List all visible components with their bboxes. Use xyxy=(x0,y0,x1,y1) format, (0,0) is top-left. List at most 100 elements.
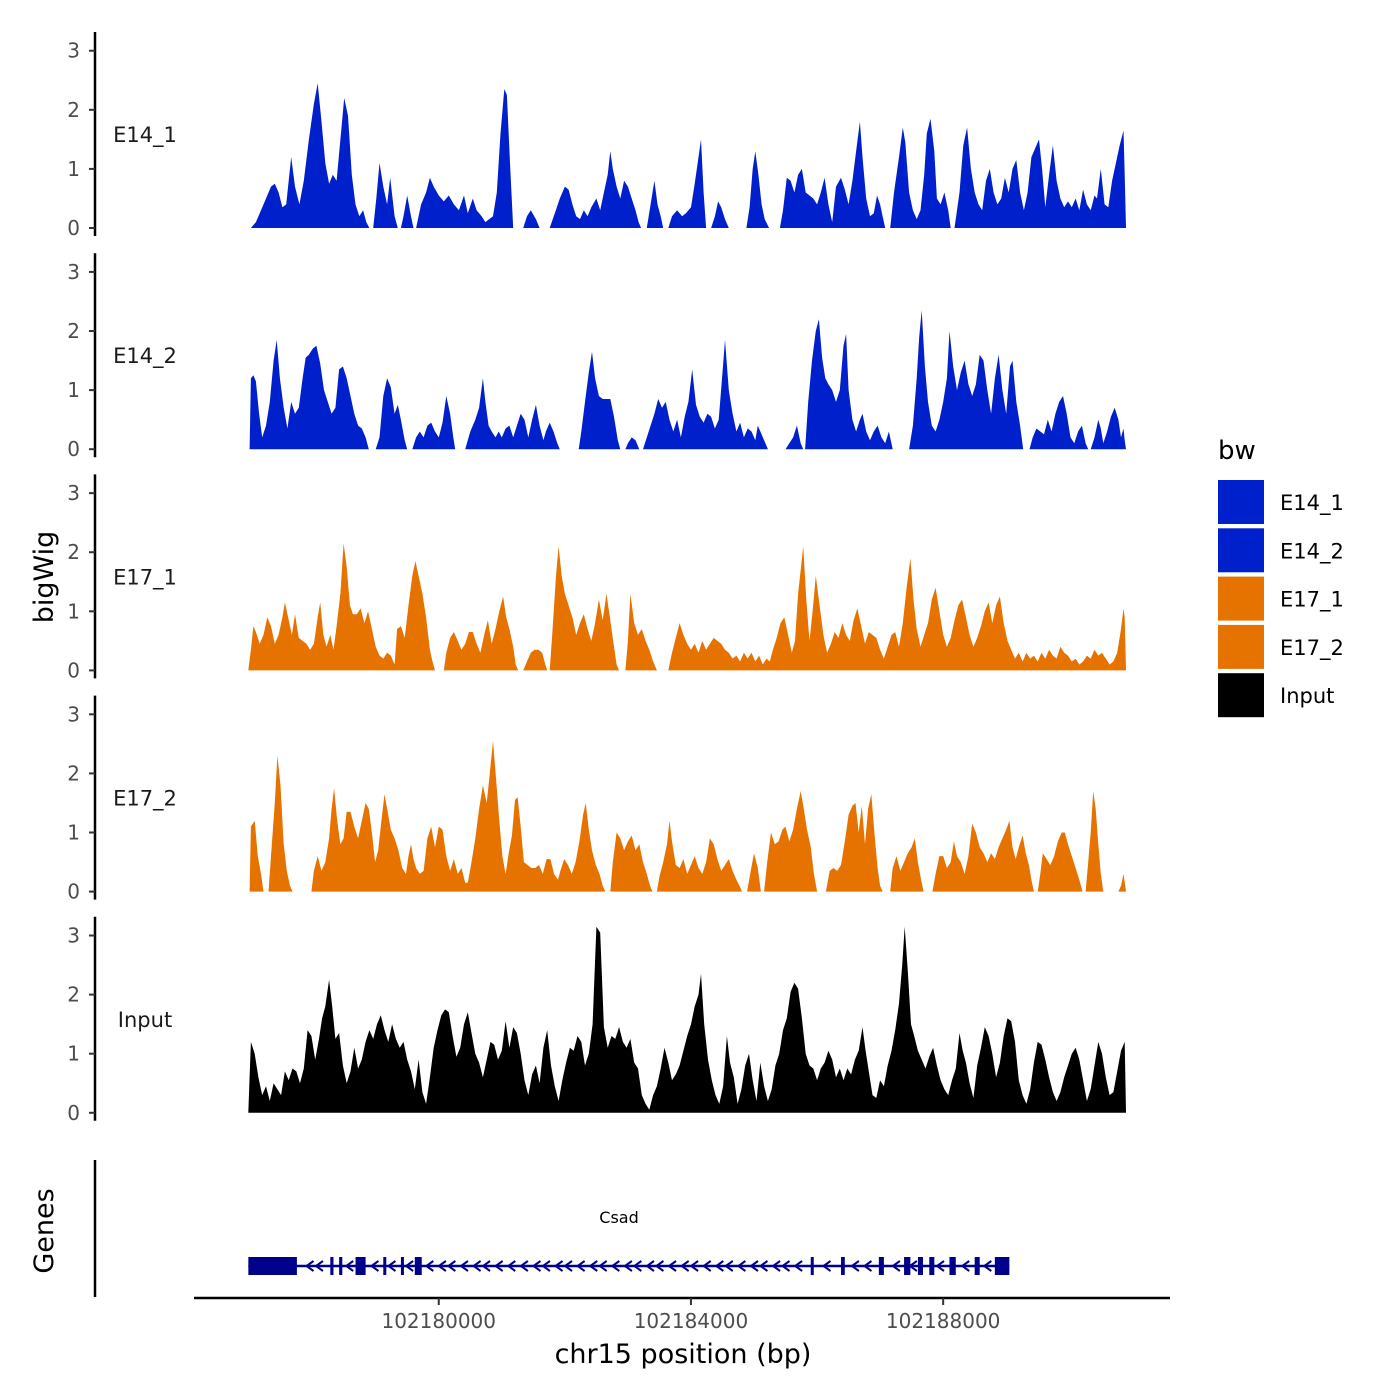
legend-item: E17_2 xyxy=(1218,624,1344,669)
strand-arrow xyxy=(369,1260,380,1272)
genes-axis-title: Genes xyxy=(29,1188,60,1273)
y-tick-label: 3 xyxy=(67,39,80,63)
strand-arrow xyxy=(749,1260,759,1272)
area-E17_2 xyxy=(249,740,1127,892)
strand-arrow xyxy=(314,1260,324,1272)
legend-item: E17_1 xyxy=(1218,576,1344,621)
strand-arrow xyxy=(424,1260,434,1272)
strand-arrow xyxy=(404,1260,414,1272)
y-tick-label: 1 xyxy=(67,821,80,845)
legend-item: E14_2 xyxy=(1218,528,1344,573)
strand-arrow xyxy=(553,1260,564,1272)
strand-arrow xyxy=(588,1260,598,1272)
gene-track: Csad xyxy=(93,1160,1010,1297)
strand-arrow xyxy=(654,1260,665,1272)
legend-item: E14_1 xyxy=(1218,480,1344,524)
exon xyxy=(878,1257,884,1275)
legend-item: Input xyxy=(1218,673,1334,718)
strand-arrow xyxy=(891,1260,901,1272)
legend-swatch xyxy=(1218,673,1264,718)
y-tick-label: 0 xyxy=(67,880,80,904)
strand-arrow xyxy=(736,1260,746,1272)
strand-arrow xyxy=(575,1260,586,1272)
strand-arrow xyxy=(304,1260,315,1272)
legend-label: E14_2 xyxy=(1280,539,1344,564)
y-tick-label: 3 xyxy=(67,481,80,505)
strand-arrow xyxy=(724,1260,734,1272)
y-tick-label: 2 xyxy=(67,319,80,343)
exon xyxy=(929,1257,935,1275)
strand-arrow xyxy=(689,1260,699,1272)
x-axis: 102180000 102184000 102188000 xyxy=(194,1296,1170,1333)
exon xyxy=(841,1257,845,1275)
strand-arrow xyxy=(610,1260,620,1272)
y-tick-label: 3 xyxy=(67,702,80,726)
strand-arrow xyxy=(563,1260,573,1272)
exon xyxy=(949,1257,956,1275)
y-tick-label: 1 xyxy=(67,157,80,181)
y-tick-label: 0 xyxy=(67,658,80,682)
strand-arrow xyxy=(645,1260,655,1272)
panel-Input: 0 1 2 3 Input xyxy=(67,916,1127,1125)
exon xyxy=(355,1257,366,1275)
track-label: E14_1 xyxy=(113,123,177,148)
strand-arrow xyxy=(531,1260,542,1272)
strand-arrow xyxy=(780,1260,791,1272)
gene-name: Csad xyxy=(599,1208,638,1227)
y-tick-label: 1 xyxy=(67,378,80,402)
exon xyxy=(330,1257,334,1275)
legend-label: E17_1 xyxy=(1280,588,1344,613)
legend-swatch xyxy=(1218,624,1264,669)
exon xyxy=(904,1257,911,1275)
strand-arrow xyxy=(344,1260,354,1272)
y-tick-label: 0 xyxy=(67,216,80,240)
legend-title: bw xyxy=(1218,436,1256,466)
exon xyxy=(414,1257,422,1275)
strand-arrow xyxy=(541,1260,551,1272)
legend-label: Input xyxy=(1280,684,1334,708)
strand-arrow xyxy=(701,1260,712,1272)
area-E17_1 xyxy=(248,543,1127,671)
y-tick-label: 3 xyxy=(67,260,80,284)
legend-label: E17_2 xyxy=(1280,636,1344,661)
legend: bw E14_1 E14_2 E17_1 E17_2 Input xyxy=(1218,436,1344,718)
strand-arrow xyxy=(714,1260,724,1272)
area-E14_1 xyxy=(250,83,1126,228)
y-tick-label: 3 xyxy=(67,924,80,948)
panel-E14_1: 0 1 2 3 E14_1 xyxy=(67,32,1126,240)
strand-arrow xyxy=(821,1260,832,1272)
y-tick-label: 2 xyxy=(67,98,80,122)
panel-E17_2: 0 1 2 3 E17_2 xyxy=(67,695,1127,904)
strand-arrow xyxy=(935,1260,945,1272)
strand-arrow xyxy=(632,1260,642,1272)
exon xyxy=(248,1257,297,1275)
track-label: E14_2 xyxy=(113,344,177,369)
exon xyxy=(383,1257,387,1275)
strand-arrow xyxy=(493,1260,504,1272)
strand-arrow xyxy=(960,1260,970,1272)
strand-arrow xyxy=(850,1260,860,1272)
strand-arrow xyxy=(758,1260,769,1272)
exon xyxy=(400,1257,404,1275)
strand-arrow xyxy=(459,1260,469,1272)
strand-arrow xyxy=(623,1260,633,1272)
strand-arrow xyxy=(471,1260,482,1272)
strand-arrow xyxy=(667,1260,677,1272)
panel-E17_1: 0 1 2 3 E17_1 xyxy=(67,474,1127,682)
y-tick-label: 0 xyxy=(67,437,80,461)
y-tick-label: 1 xyxy=(67,1042,80,1066)
legend-label: E14_1 xyxy=(1280,491,1344,516)
strand-arrow xyxy=(446,1260,456,1272)
exon xyxy=(917,1257,923,1275)
track-label: E17_2 xyxy=(113,787,177,812)
track-label: E17_1 xyxy=(113,565,177,590)
legend-swatch xyxy=(1218,576,1264,621)
y-tick-label: 0 xyxy=(67,1101,80,1125)
strand-arrow xyxy=(679,1260,690,1272)
track-label: Input xyxy=(118,1008,172,1032)
strand-arrow xyxy=(519,1260,529,1272)
legend-swatch xyxy=(1218,480,1264,524)
strand-arrow xyxy=(386,1260,397,1272)
exon xyxy=(810,1257,814,1275)
